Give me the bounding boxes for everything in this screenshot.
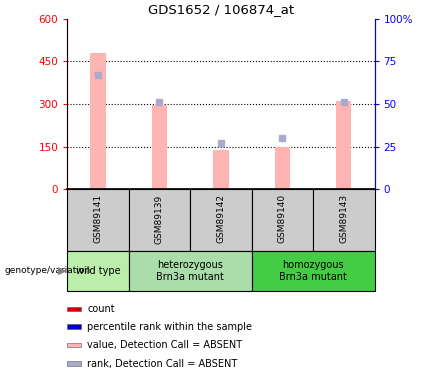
Text: genotype/variation: genotype/variation — [4, 266, 90, 275]
Bar — [275, 147, 290, 189]
Bar — [152, 105, 167, 189]
Text: heterozygous
Brn3a mutant: heterozygous Brn3a mutant — [156, 260, 224, 282]
Text: percentile rank within the sample: percentile rank within the sample — [87, 322, 252, 332]
Bar — [313, 189, 375, 251]
Bar — [67, 251, 129, 291]
Text: count: count — [87, 304, 115, 314]
Bar — [67, 307, 81, 311]
Title: GDS1652 / 106874_at: GDS1652 / 106874_at — [148, 3, 294, 16]
Bar — [190, 189, 252, 251]
Text: wild type: wild type — [75, 266, 120, 276]
Bar — [67, 189, 129, 251]
Bar — [336, 101, 352, 189]
Text: homozygous
Brn3a mutant: homozygous Brn3a mutant — [279, 260, 347, 282]
Text: GSM89143: GSM89143 — [339, 194, 348, 243]
Bar — [213, 150, 229, 189]
Text: ▶: ▶ — [58, 266, 66, 276]
Text: GSM89140: GSM89140 — [278, 194, 287, 243]
Bar — [67, 324, 81, 329]
Text: rank, Detection Call = ABSENT: rank, Detection Call = ABSENT — [87, 359, 237, 369]
Text: GSM89142: GSM89142 — [216, 194, 225, 243]
Bar — [252, 251, 375, 291]
Bar — [90, 53, 106, 189]
Text: value, Detection Call = ABSENT: value, Detection Call = ABSENT — [87, 340, 242, 350]
Text: GSM89139: GSM89139 — [155, 194, 164, 244]
Text: GSM89141: GSM89141 — [94, 194, 102, 243]
Bar — [252, 189, 313, 251]
Bar — [129, 251, 252, 291]
Bar — [129, 189, 190, 251]
Bar — [67, 362, 81, 366]
Bar — [67, 343, 81, 347]
